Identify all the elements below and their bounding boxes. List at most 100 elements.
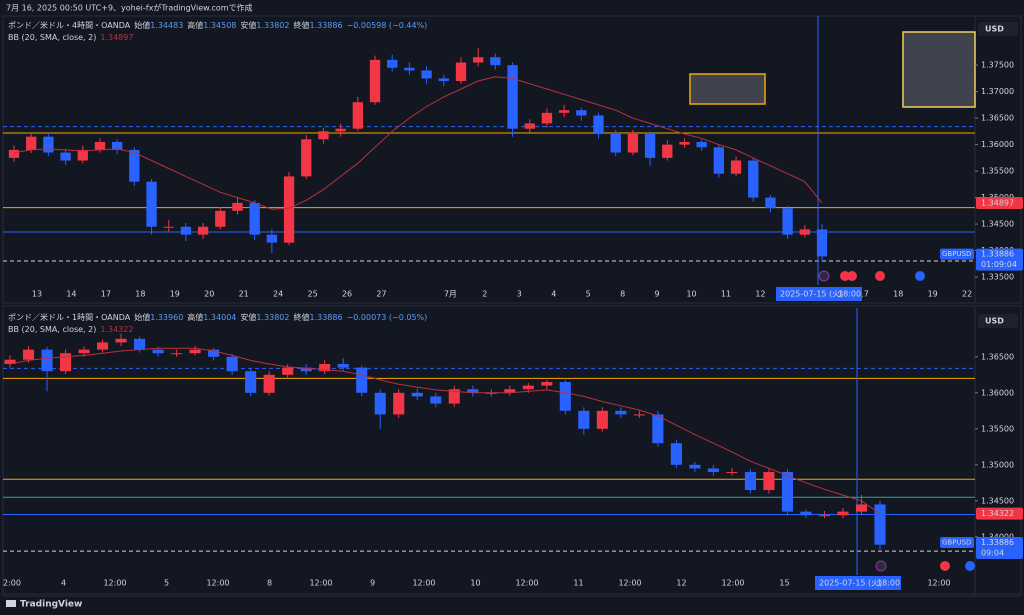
candle-body [146,181,157,227]
candle-body [22,349,35,360]
candle-body [522,385,534,390]
event-icon[interactable] [965,561,975,571]
candle-body [541,382,553,386]
event-icon[interactable] [915,271,925,281]
candle-body [473,57,484,63]
ohlc-label: 高値 [187,20,203,30]
candle-body [696,141,707,148]
candle-body [411,392,423,397]
ohlc-label: 安値 [240,312,256,322]
candle-body [26,136,37,150]
candle-body [799,229,810,235]
candle-body [596,410,608,429]
x-tick-label: 22 [962,290,972,299]
event-icon[interactable] [875,271,885,281]
candle-body [208,349,220,357]
candle-body [356,367,368,393]
candle-body [455,62,467,82]
candle-body [41,349,53,372]
header-text: 7月 16, 2025 00:50 UTC+9、yohei-fxがTrading… [6,3,253,13]
candle-body [94,141,106,150]
candle-body [163,226,174,228]
y-tick-label: 1.33500 [981,273,1014,282]
candle-body [387,59,398,68]
ohlc-value: 1.33886 [309,21,342,30]
y-tick-label: 1.34500 [981,220,1014,229]
x-tick-label: 3 [517,290,522,299]
candle-body [197,226,209,235]
candle-body [615,410,627,415]
event-icon[interactable] [940,561,950,571]
event-icon[interactable] [818,270,830,282]
candle-body [874,504,886,545]
y-tick-label: 1.36000 [981,388,1014,397]
indicator-legend: BB (20, SMA, close, 2) 1.34322 [8,325,133,334]
candle-body [215,210,226,227]
y-tick-label: 1.34500 [981,496,1014,505]
change-value: −0.00598 (−0.44%) [347,21,428,30]
candle-body [781,472,793,512]
currency-box[interactable] [978,314,1018,328]
event-icon[interactable] [840,271,850,281]
ohlc-label: 始値 [134,312,150,322]
crosshair-time: 18:00 [838,290,861,299]
candle-body [610,134,621,153]
candle-body [504,389,516,393]
candle-body [263,374,275,393]
x-tick-label: 18 [893,290,903,299]
crosshair-time: 18:00 [877,579,900,588]
legend-symbol: ポンド／米ドル・1時間・OANDA 始値1.33960 高値1.34004 安値1.3… [8,312,427,322]
candle-body [404,67,415,71]
indicator-legend: BB (20, SMA, close, 2) 1.34897 [8,33,133,42]
candle-body [249,202,260,235]
y-tick-label: 1.36000 [981,140,1014,149]
candle-body [232,202,243,211]
x-tick-label: 19 [928,290,938,299]
candle-body [633,414,645,416]
legend-symbol: ポンド／米ドル・4時間・OANDA 始値1.34483 高値1.34508 安値1.3… [8,20,427,30]
x-tick-label: 5 [164,579,169,588]
indicator-tag-value: 1.34322 [981,509,1014,518]
candle-body [300,367,312,372]
rectangle-drawing[interactable] [902,31,976,108]
currency-box[interactable] [978,22,1018,36]
candle-body [490,57,501,66]
candle-body [652,414,664,444]
y-tick-label: 1.34000 [981,532,1014,541]
y-tick-label: 1.36500 [981,114,1014,123]
x-tick-label: 9 [655,290,660,299]
candle-body [837,511,849,516]
indicator-value: 1.34897 [100,33,133,42]
candle-body [707,468,719,473]
x-tick-label: 26 [342,290,352,299]
candle-body [226,356,238,372]
candle-body [152,349,164,354]
candle-body [4,359,16,365]
y-tick-label: 1.36500 [981,352,1014,361]
change-value: −0.00073 (−0.05%) [347,313,428,322]
x-tick-label: 12:00 [618,579,641,588]
crosshair-label-box [776,287,862,301]
x-tick-label: 7月 [444,290,457,299]
candle-body [578,410,590,429]
candle-body [748,160,759,198]
bollinger-basis [9,347,881,515]
indicator-value: 1.34322 [100,325,133,334]
x-tick-label: 24 [273,290,283,299]
symbol-tag-label: GBPUSD [942,250,971,258]
x-tick-label: 12:00 [412,579,435,588]
candle-body [576,110,587,116]
price-tag-value: 1.33886 [981,538,1014,547]
x-tick-label: 19 [170,290,180,299]
candle-body [713,147,725,174]
x-tick-label: 17 [101,290,111,299]
x-tick-label: 12:00 [721,579,744,588]
candle-body [352,102,363,129]
event-icon[interactable] [875,560,887,572]
rectangle-drawing[interactable] [689,73,766,105]
event-icon[interactable] [847,271,857,281]
y-tick-label: 1.37500 [981,61,1014,70]
candle-body [855,504,868,512]
x-tick-label: 12:00 [927,579,950,588]
